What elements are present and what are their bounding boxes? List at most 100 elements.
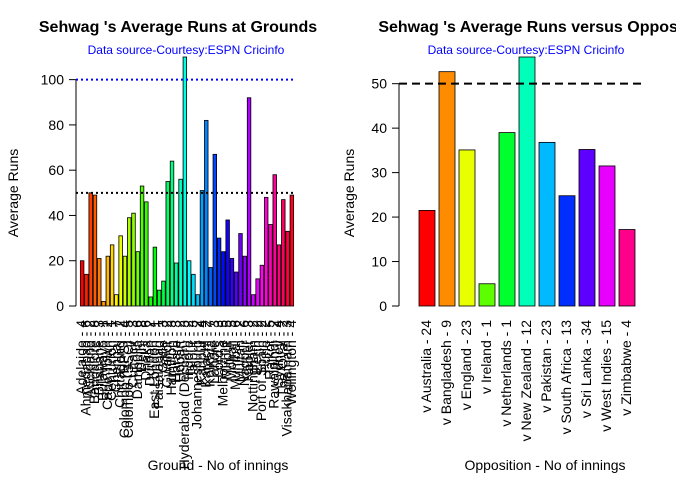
bar — [251, 294, 256, 307]
y-tick-label: 50 — [371, 76, 387, 92]
x-tick-label: Multan - 2 — [232, 320, 248, 382]
bar — [195, 294, 200, 307]
x-tick-label: Chittagong - 2 — [112, 320, 128, 408]
x-tick-label: Melbourne - 5 — [214, 320, 230, 407]
x-tick-label: The Oval - 2 — [274, 320, 290, 397]
bar — [139, 185, 145, 307]
x-tick-label: v England - 23 — [458, 320, 474, 410]
bar — [229, 258, 235, 307]
bar — [518, 56, 536, 307]
bar — [148, 296, 153, 307]
bar — [268, 224, 273, 307]
bar — [152, 246, 158, 307]
bar — [478, 283, 496, 307]
x-tick-label: v Zimbabwe - 4 — [618, 320, 634, 416]
x-tick-label: Dhaka - 6 — [137, 320, 153, 381]
x-tick-label: Cuttack - 3 — [125, 320, 141, 388]
bar — [221, 251, 226, 307]
bar — [212, 153, 217, 307]
x-tick-label: v New Zealand - 12 — [518, 320, 534, 442]
x-tick-label: Mumbai - 6 — [227, 320, 243, 390]
x-tick-label: v Netherlands - 1 — [498, 320, 514, 427]
bar — [84, 273, 89, 307]
y-tick-label: 60 — [48, 162, 64, 178]
y-tick-label: 30 — [371, 165, 387, 181]
bar — [101, 301, 106, 307]
bar — [238, 233, 243, 307]
x-tick-label: Sydney - 4 — [270, 320, 286, 387]
y-tick-label: 20 — [48, 253, 64, 269]
bar — [272, 174, 277, 307]
x-tick-label: Mirpur - 5 — [219, 320, 235, 380]
x-tick-label: Kanpur - 4 — [193, 320, 209, 386]
x-tick-label: v South Africa - 13 — [558, 320, 574, 435]
bar — [178, 178, 183, 307]
x-tick-label: v West Indies - 15 — [598, 320, 614, 432]
bar — [216, 237, 222, 307]
bar — [182, 56, 188, 307]
bar — [97, 258, 102, 307]
x-tick-label: Perth - 2 — [249, 320, 265, 374]
y-tick-label: 40 — [371, 120, 387, 136]
bar — [418, 210, 436, 307]
x-tick-label: Galle - 3 — [154, 320, 170, 373]
bar — [578, 149, 596, 307]
x-tick-label: Lahore - 3 — [206, 320, 222, 384]
bar — [118, 235, 123, 307]
x-axis-title: Opposition - No of innings — [464, 457, 625, 473]
x-tick-label: Karachi - 2 — [197, 320, 213, 388]
bar — [208, 267, 213, 307]
y-tick-label: 10 — [371, 254, 387, 270]
chart-title: Sehwag 's Average Runs at Grounds — [39, 19, 317, 36]
x-tick-label: Lord's - 3 — [210, 320, 226, 378]
x-tick-label: Adelaide - 4 — [73, 320, 89, 395]
x-tick-label: Napier - 3 — [240, 320, 256, 382]
bar — [131, 212, 136, 307]
x-tick-label: Delhi - 8 — [133, 320, 149, 372]
x-tick-label: Indore - 2 — [180, 320, 196, 380]
bar — [259, 264, 265, 307]
x-axis-title: Ground - No of innings — [148, 457, 289, 473]
x-tick-label: Hobart - 2 — [172, 320, 188, 382]
x-tick-label: Durban - 2 — [142, 320, 158, 386]
bar — [169, 160, 175, 307]
bar — [199, 190, 205, 307]
x-tick-label: Mohali - 5 — [223, 320, 239, 382]
bar — [246, 97, 252, 307]
x-tick-label: Wellington - 4 — [283, 320, 299, 406]
x-tick-label: Bulawayo - 1 — [95, 320, 111, 401]
x-tick-label: v Ireland - 1 — [478, 320, 494, 394]
bar — [79, 260, 85, 307]
bar — [438, 71, 456, 307]
bar — [191, 273, 196, 307]
chart-title: Sehwag 's Average Runs versus Opposition — [378, 19, 676, 36]
bar — [289, 194, 295, 307]
x-tick-label: v Australia - 24 — [418, 320, 434, 413]
bar — [538, 141, 556, 307]
y-tick-label: 100 — [41, 72, 65, 88]
bar — [174, 262, 179, 307]
x-tick-label: Dambulla - 6 — [129, 320, 145, 400]
x-tick-label: Ahmedabad - 6 — [77, 320, 93, 416]
x-tick-label: Brisbane - 3 — [90, 320, 106, 396]
bar — [204, 119, 209, 307]
x-tick-label: Port of Spain - 2 — [253, 320, 269, 421]
x-tick-label: Chennai - 7 — [107, 320, 123, 393]
bar — [186, 260, 192, 307]
x-tick-label: v Sri Lanka - 34 — [578, 320, 594, 418]
y-tick-label: 20 — [371, 209, 387, 225]
bar — [165, 181, 170, 307]
bar — [458, 149, 476, 307]
chart-subtitle: Data source-Courtesy:ESPN Cricinfo — [428, 43, 625, 57]
bar — [225, 219, 230, 307]
x-tick-label: Visakhapatnam - 3 — [279, 320, 295, 437]
x-tick-label: Centurion - 1 — [103, 320, 119, 401]
y-axis-title: Average Runs — [341, 149, 357, 237]
x-tick-label: v Bangladesh - 9 — [438, 320, 454, 425]
bar — [144, 201, 149, 307]
x-tick-label: Nottingham - 2 — [244, 320, 260, 412]
x-tick-label: Jaipur - 3 — [184, 320, 200, 379]
x-tick-label: Auckland - 2 — [82, 320, 98, 398]
bar — [281, 199, 286, 307]
x-tick-label: Gwalior - 2 — [159, 320, 175, 388]
